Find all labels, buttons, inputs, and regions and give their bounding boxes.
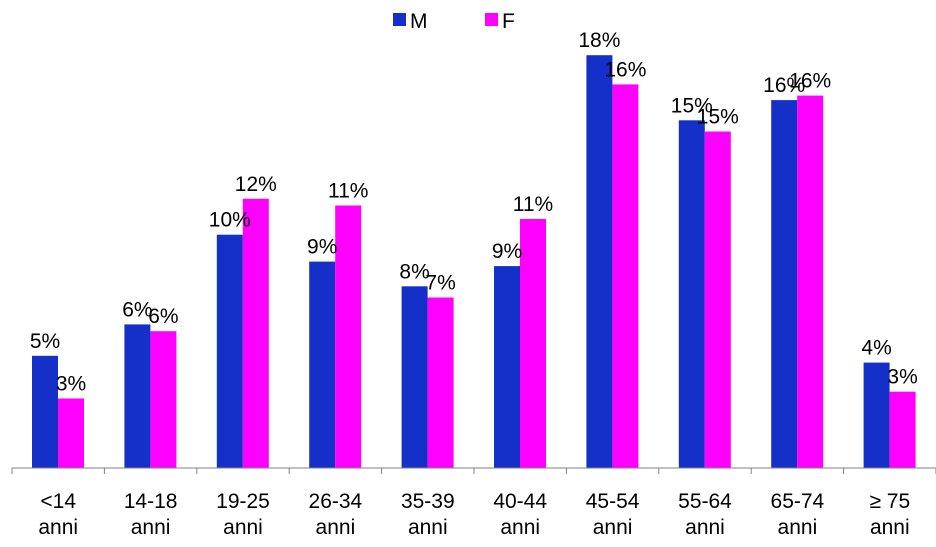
value-label-f-4: 7% (425, 272, 455, 295)
bar-f-3 (335, 205, 362, 468)
value-label-f-8: 16% (789, 70, 831, 93)
x-tick-label-7-line-0: 55-64 (678, 490, 732, 513)
bar-f-6 (612, 84, 639, 469)
value-label-f-2: 12% (235, 173, 277, 196)
bar-m-1 (124, 324, 151, 468)
x-tick-label-4-line-1: anni (408, 516, 448, 539)
value-label-m-5: 9% (492, 240, 522, 263)
value-label-m-9: 4% (861, 337, 891, 360)
x-tick-label-6-line-1: anni (593, 516, 633, 539)
x-tick-label-0-line-1: anni (38, 516, 78, 539)
x-tick-label-3-line-0: 26-34 (309, 490, 363, 513)
value-label-f-6: 16% (604, 58, 646, 81)
bar-f-0 (58, 398, 84, 468)
value-label-f-9: 3% (887, 366, 917, 389)
bars (32, 55, 916, 469)
bar-m-9 (863, 362, 890, 468)
value-label-f-1: 6% (148, 305, 178, 328)
value-label-m-4: 8% (399, 260, 429, 283)
bar-f-5 (520, 219, 546, 468)
value-label-f-3: 11% (328, 180, 368, 203)
value-label-f-0: 3% (56, 373, 86, 396)
bar-m-6 (586, 55, 613, 468)
x-tick-label-8-line-1: anni (778, 516, 818, 539)
bar-m-8 (771, 100, 798, 468)
bar-m-0 (32, 355, 58, 468)
legend-label-f: F (502, 10, 515, 33)
value-label-m-3: 9% (307, 236, 337, 259)
x-axis (11, 467, 936, 474)
bar-m-7 (678, 120, 705, 469)
legend-swatch-f (485, 13, 498, 26)
x-tick-label-4-line-0: 35-39 (401, 490, 455, 513)
x-tick-label-9-line-1: anni (870, 516, 910, 539)
x-tick-label-7-line-1: anni (685, 516, 725, 539)
x-tick-labels: <14 anni 14-18 anni 19-25 anni 26-34 anni 35-39 a… (38, 490, 910, 539)
x-tick-label-1-line-0: 14-18 (124, 490, 178, 513)
bar-f-7 (704, 131, 731, 468)
x-tick-label-8-line-0: 65-74 (771, 490, 825, 513)
bar-m-4 (401, 286, 428, 468)
value-label-m-8: 16% (763, 74, 805, 97)
value-label-m-0: 5% (30, 330, 60, 353)
x-tick-label-5-line-0: 40-44 (493, 490, 547, 513)
legend-label-m: M (410, 10, 428, 33)
x-tick-label-6-line-0: 45-54 (586, 490, 640, 513)
bar-f-4 (427, 297, 454, 468)
x-tick-label-0-line-0: <14 (40, 490, 76, 513)
x-tick-label-1-line-1: anni (131, 516, 171, 539)
value-label-m-6: 18% (578, 29, 620, 52)
bar-f-2 (242, 198, 269, 469)
x-tick-label-9-line-0: ≥ 75 (869, 490, 910, 513)
bar-f-1 (150, 331, 177, 468)
legend-swatch-m (393, 13, 406, 26)
data-labels: 5% 3% 6%6% 10% 12% 9% 11% 8%7% 9% 11% 18% 16% 15%15%… (30, 29, 918, 395)
x-tick-label-5-line-1: anni (500, 516, 540, 539)
value-label-m-7: 15% (671, 94, 713, 117)
value-label-m-1: 6% (122, 298, 152, 321)
value-label-m-2: 10% (209, 209, 251, 232)
x-tick-label-2-line-0: 19-25 (216, 490, 270, 513)
value-label-f-7: 15% (697, 106, 739, 129)
bar-f-8 (797, 95, 824, 468)
value-label-f-5: 11% (513, 193, 553, 216)
x-tick-label-3-line-1: anni (316, 516, 356, 539)
x-tick-label-2-line-1: anni (223, 516, 263, 539)
bar-m-5 (494, 266, 520, 468)
bar-m-2 (216, 234, 243, 468)
bar-f-9 (889, 391, 916, 468)
bar-m-3 (309, 261, 336, 468)
